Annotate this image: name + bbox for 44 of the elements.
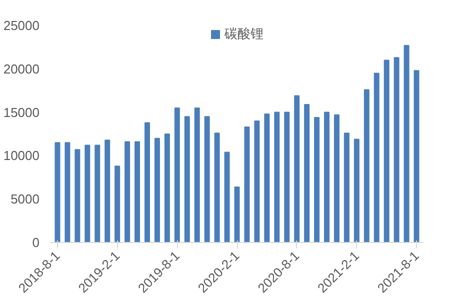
bar [324, 112, 330, 242]
bar [304, 104, 310, 242]
y-tick-label: 0 [32, 235, 40, 250]
y-tick-label: 10000 [3, 148, 40, 164]
bar [164, 134, 170, 242]
bar [224, 152, 230, 242]
bar [284, 112, 290, 242]
bar [114, 166, 120, 242]
bar [234, 186, 240, 242]
y-tick-label: 25000 [3, 18, 40, 33]
bar [144, 122, 150, 242]
bar [404, 44, 410, 242]
bar [104, 140, 110, 242]
bar [334, 114, 340, 242]
bar [294, 95, 300, 242]
bar [174, 107, 180, 242]
bar [64, 142, 70, 242]
bar [214, 132, 220, 242]
bar [74, 149, 80, 242]
bar [364, 89, 370, 242]
bar [374, 72, 380, 242]
bar [354, 138, 360, 242]
bar [314, 117, 320, 242]
y-tick-label: 15000 [3, 104, 40, 120]
bar [204, 116, 210, 242]
bar [244, 126, 250, 242]
bar [384, 60, 390, 242]
bar [134, 141, 140, 242]
bar [264, 114, 270, 242]
bar [344, 132, 350, 242]
bar [394, 57, 400, 242]
legend-label: 碳酸锂 [224, 26, 264, 43]
y-tick-label: 5000 [10, 192, 40, 207]
bar [184, 116, 190, 242]
bar [154, 138, 160, 242]
bar [274, 112, 280, 242]
bar [94, 144, 100, 242]
bar [84, 144, 90, 242]
bar [124, 141, 130, 242]
bar [54, 142, 60, 242]
y-tick-label: 20000 [3, 61, 40, 76]
bar [254, 120, 260, 242]
bar [414, 70, 420, 242]
bar [194, 107, 200, 242]
